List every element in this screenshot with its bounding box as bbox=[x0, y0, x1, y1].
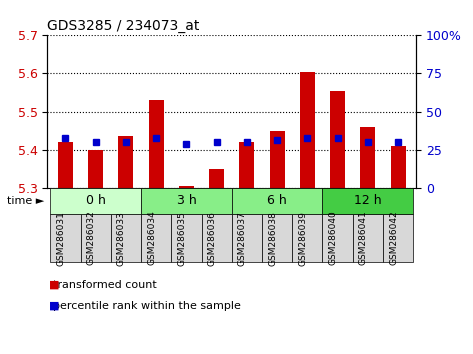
Text: GSM286039: GSM286039 bbox=[298, 211, 307, 266]
Text: GSM286036: GSM286036 bbox=[208, 211, 217, 266]
Text: time ►: time ► bbox=[7, 196, 44, 206]
Text: GSM286041: GSM286041 bbox=[359, 211, 368, 266]
Bar bbox=[239, 142, 254, 188]
Text: 3 h: 3 h bbox=[176, 194, 196, 207]
Bar bbox=[209, 169, 224, 188]
Text: ■: ■ bbox=[49, 280, 59, 290]
Bar bbox=[58, 142, 73, 188]
Text: GSM286042: GSM286042 bbox=[389, 211, 398, 266]
Text: GSM286034: GSM286034 bbox=[147, 211, 156, 266]
Text: 6 h: 6 h bbox=[267, 194, 287, 207]
Bar bbox=[88, 149, 103, 188]
Text: GSM286031: GSM286031 bbox=[56, 211, 65, 266]
Bar bbox=[300, 72, 315, 188]
Text: GSM286035: GSM286035 bbox=[177, 211, 186, 266]
Text: GSM286037: GSM286037 bbox=[238, 211, 247, 266]
Text: percentile rank within the sample: percentile rank within the sample bbox=[53, 301, 241, 311]
Bar bbox=[179, 186, 194, 188]
Bar bbox=[330, 91, 345, 188]
Text: transformed count: transformed count bbox=[53, 280, 157, 290]
Text: GDS3285 / 234073_at: GDS3285 / 234073_at bbox=[47, 19, 200, 33]
Bar bbox=[270, 131, 285, 188]
Text: GSM286040: GSM286040 bbox=[329, 211, 338, 266]
Bar bbox=[149, 100, 164, 188]
Text: 0 h: 0 h bbox=[86, 194, 105, 207]
Bar bbox=[360, 127, 376, 188]
Text: GSM286033: GSM286033 bbox=[117, 211, 126, 266]
Bar bbox=[118, 136, 133, 188]
Text: ■: ■ bbox=[49, 301, 59, 311]
Text: GSM286038: GSM286038 bbox=[268, 211, 277, 266]
Bar bbox=[391, 146, 406, 188]
Text: 12 h: 12 h bbox=[354, 194, 382, 207]
Text: GSM286032: GSM286032 bbox=[87, 211, 96, 266]
